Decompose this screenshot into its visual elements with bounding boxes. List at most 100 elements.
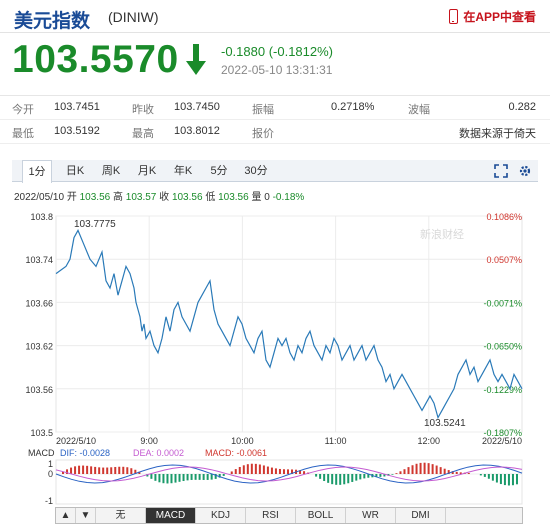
settings-icon[interactable] [518,164,532,178]
info-close: 103.56 [171,192,203,203]
plot-border [55,215,523,433]
macd-bar [291,469,294,474]
macd-bar [459,472,462,474]
tab-yearly[interactable]: 年K [173,165,193,177]
info-high: 103.57 [125,192,157,203]
fullscreen-icon[interactable] [494,164,508,178]
macd-border [55,459,523,505]
tab-daily[interactable]: 日K [65,165,85,177]
macd-bar [399,471,402,474]
indicator-macd[interactable]: MACD [146,508,196,523]
prev-close-label: 昨收 [132,104,154,116]
macd-bar [375,474,378,478]
low-label-marker: 103.5241 [424,418,466,429]
macd-bar [102,467,105,474]
open-label: 今开 [12,104,34,116]
indicator-tabs: ▲ ▼ 无 MACD KDJ RSI BOLL WR DMI [55,507,523,524]
macd-bar [150,474,153,479]
macd-bar [98,467,101,474]
macd-bar [286,469,289,474]
macd-bar [443,468,446,474]
macd-bar [395,473,398,474]
macd-bar [282,469,285,474]
macd-bar [403,469,406,474]
macd-bar [487,474,490,479]
macd-y-tick: 0 [48,469,53,479]
price-chart: 103.8 103.74 103.66 103.62 103.56 103.5 0.108… [25,212,523,506]
macd-bar [194,474,197,480]
macd-bar [383,474,386,477]
macd-y-tick: 1 [48,459,53,469]
open-value: 103.7451 [54,101,100,113]
macd-title: MACD [28,448,55,458]
macd-bar [407,467,410,474]
dif-line [55,464,523,484]
y-tick-label: 103.5 [30,428,53,438]
macd-bar [262,465,265,474]
macd-bar [190,474,193,480]
price-series-line [55,229,523,420]
macd-bar [158,474,161,483]
x-tick-label: 2022/5/10 [56,436,96,446]
macd-bar [106,467,109,474]
x-tick-label: 12:00 [418,436,441,446]
macd-bar [491,474,494,481]
y-pct-tick-label: 0.0507% [486,255,522,265]
macd-bar [154,474,157,481]
info-open-label: 开 [66,192,77,203]
info-high-label: 高 [113,192,123,203]
macd-bar [134,469,137,474]
info-volume: 0 [264,192,270,203]
indicator-none[interactable]: 无 [96,508,146,523]
tab-5min[interactable]: 5分 [210,165,228,177]
macd-bar [335,474,338,485]
y-pct-tick-label: -0.1229% [483,385,522,395]
macd-bar [78,465,81,474]
macd-bar [379,474,382,477]
y-pct-tick-label: -0.0650% [483,342,522,352]
macd-bar [351,474,354,482]
macd-bar [479,474,482,476]
scroll-down-button[interactable]: ▼ [76,508,96,523]
macd-bar [218,474,221,478]
stats-row: 今开 103.7451 昨收 103.7450 振幅 0.2718% 波幅 0.… [0,96,550,120]
open-in-app-link[interactable]: 在APP中查看 [449,6,536,26]
price-change: -0.1880 (-0.1812%) [221,44,334,59]
indicator-dmi[interactable]: DMI [396,508,446,523]
macd-bar [319,474,322,479]
macd-bar [70,467,73,474]
ohlc-info-line: 2022/05/10 开 103.56 高 103.57 收 103.56 低 … [14,188,304,203]
tab-monthly[interactable]: 月K [137,165,157,177]
macd-bar [206,474,209,480]
stats-row: 最低 103.5192 最高 103.8012 报价 数据来源于倚天 [0,120,550,144]
indicator-wr[interactable]: WR [346,508,396,523]
indicator-rsi[interactable]: RSI [246,508,296,523]
prev-close-value: 103.7450 [174,101,220,113]
macd-bar [367,474,370,478]
macd-bar [331,474,334,485]
scroll-up-button[interactable]: ▲ [56,508,76,523]
macd-y-tick: -1 [45,496,53,506]
quote-source-label: 报价 [252,128,274,140]
macd-bar [419,462,422,474]
macd-bar [254,463,257,474]
indicator-boll[interactable]: BOLL [296,508,346,523]
indicator-kdj[interactable]: KDJ [196,508,246,523]
tab-1min[interactable]: 1分 [22,160,52,183]
page-title: 美元指数 [14,11,91,32]
tab-weekly[interactable]: 周K [101,165,121,177]
info-close-label: 收 [159,192,170,203]
macd-bar [515,474,518,485]
macd-bar [234,469,237,474]
period-tabs: 1分 日K 周K 月K 年K 5分 30分 [12,160,538,183]
tab-30min[interactable]: 30分 [244,165,268,177]
macd-bar [202,474,205,480]
macd-bar [451,471,454,474]
macd-bar [230,471,233,474]
macd-bar [347,474,350,484]
arrow-down-icon [186,44,206,75]
high-label-marker: 103.7775 [74,219,116,230]
range-value: 0.282 [508,101,536,113]
quote-source-value: 数据来源于倚天 [459,128,536,140]
macd-bar [242,465,245,474]
